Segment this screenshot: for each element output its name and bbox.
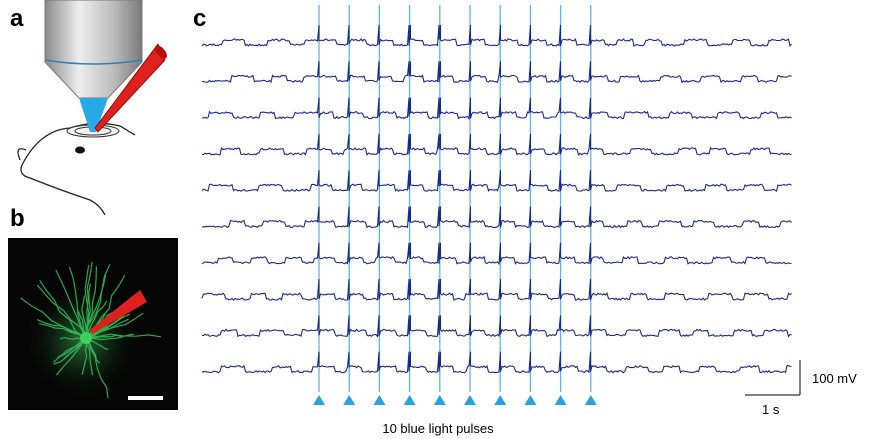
- dendrite: [55, 269, 87, 339]
- stimulus-label: 10 blue light pulses: [382, 421, 494, 436]
- schematic: [17, 0, 167, 216]
- pulse-marker: [494, 395, 507, 405]
- dendrite: [85, 274, 107, 339]
- trace: [201, 24, 792, 48]
- trace: [201, 315, 792, 338]
- pulse-marker: [584, 395, 597, 405]
- dendrite: [20, 297, 87, 339]
- panel-label: a: [10, 5, 24, 32]
- time-scale: 1 s: [762, 402, 780, 417]
- dendrite: [39, 279, 87, 339]
- trace: [201, 206, 792, 229]
- trace: [201, 61, 792, 84]
- dendrite: [85, 337, 109, 399]
- panel-label: b: [10, 205, 25, 232]
- micrograph: [8, 238, 178, 410]
- dendrite: [85, 333, 134, 341]
- dendrite: [84, 265, 90, 339]
- pulse-marker: [524, 395, 537, 405]
- traces: [201, 5, 792, 405]
- dendrite: [85, 318, 129, 339]
- pulse-marker: [373, 395, 386, 405]
- dendrite: [85, 300, 108, 339]
- pulse-marker: [343, 395, 356, 405]
- trace: [202, 133, 792, 156]
- dendrite: [56, 337, 87, 376]
- trace: [201, 279, 792, 301]
- trace: [201, 170, 792, 193]
- trace: [201, 351, 792, 374]
- pulse-marker: [464, 395, 476, 405]
- pulse-marker: [313, 395, 325, 405]
- dendrite: [39, 323, 87, 339]
- trace: [201, 97, 792, 121]
- pulse-marker: [433, 395, 446, 405]
- panel-label: c: [193, 5, 206, 32]
- voltage-scale: 100 mV: [812, 371, 857, 386]
- dendrite: [85, 337, 94, 376]
- trace: [201, 242, 792, 266]
- pulse-marker: [554, 395, 567, 405]
- pulse-marker: [403, 395, 416, 405]
